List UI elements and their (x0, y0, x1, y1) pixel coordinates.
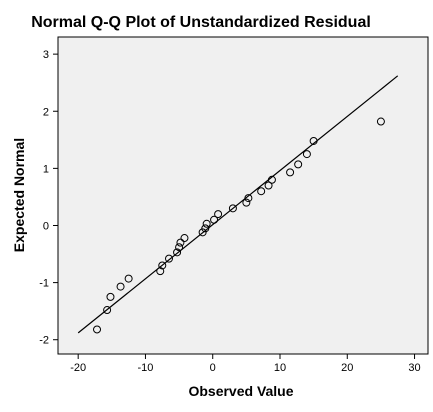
data-point (214, 210, 223, 219)
data-point (267, 175, 276, 184)
data-point (116, 282, 125, 291)
plot-area (57, 36, 429, 355)
reference-line-group (77, 75, 399, 334)
y-axis-label: Expected Normal (11, 138, 27, 252)
data-point (202, 219, 211, 228)
data-point (106, 292, 115, 301)
data-point (302, 150, 311, 159)
data-point (264, 181, 273, 190)
data-point (309, 136, 318, 145)
x-tick-label: 20 (341, 362, 353, 374)
data-point (376, 117, 385, 126)
data-point (175, 243, 184, 252)
data-point (198, 228, 207, 237)
x-tick-label: -10 (138, 362, 154, 374)
x-axis-label: Observed Value (188, 383, 293, 399)
data-point (210, 215, 219, 224)
data-points (93, 117, 385, 334)
data-point (176, 238, 185, 247)
x-tick-label: 30 (408, 362, 420, 374)
x-tick-label: 10 (274, 362, 286, 374)
data-point (244, 194, 253, 203)
data-point (242, 198, 251, 207)
x-tick-label: -20 (70, 362, 86, 374)
data-point (103, 306, 112, 315)
y-tick-label: 0 (43, 220, 49, 232)
y-tick-label: -2 (39, 335, 49, 347)
data-point (201, 224, 210, 233)
chart-title: Normal Q-Q Plot of Unstandardized Residu… (31, 14, 371, 31)
x-tick-label: 0 (210, 362, 216, 374)
data-point (165, 254, 173, 263)
y-tick-label: 2 (43, 106, 49, 118)
data-point (228, 204, 237, 213)
data-point (93, 325, 102, 334)
y-tick-label: 1 (43, 163, 49, 175)
data-point (158, 261, 167, 270)
data-point (124, 274, 133, 283)
data-point (286, 168, 295, 177)
data-point (180, 234, 189, 243)
data-point (173, 248, 182, 257)
reference-line (77, 75, 399, 334)
y-tick-label: 3 (43, 49, 49, 61)
data-point (257, 187, 266, 196)
data-point (156, 267, 165, 276)
data-point (294, 160, 303, 169)
y-tick-label: -1 (39, 278, 49, 290)
